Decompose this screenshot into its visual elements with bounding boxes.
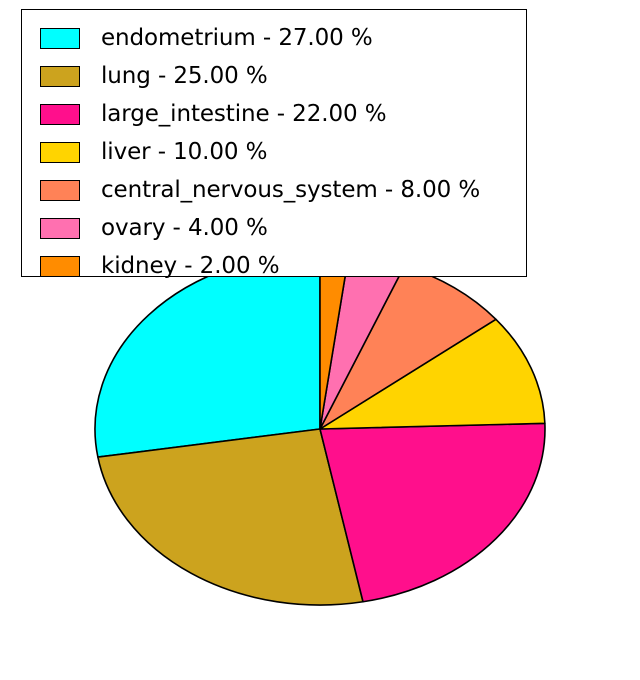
legend-swatch-endometrium xyxy=(40,27,80,49)
legend-item-ovary[interactable]: ovary - 4.00 % xyxy=(22,209,526,247)
legend-label-large-intestine: large_intestine - 22.00 % xyxy=(101,100,387,127)
pie-slice-lung[interactable] xyxy=(97,428,364,606)
legend-label-lung: lung - 25.00 % xyxy=(101,62,268,89)
legend-swatch-large-intestine xyxy=(40,103,80,125)
legend-label-endometrium: endometrium - 27.00 % xyxy=(101,24,373,51)
pie-slice-large-intestine[interactable] xyxy=(319,422,546,603)
legend-item-lung[interactable]: lung - 25.00 % xyxy=(22,57,526,95)
legend-swatch-central-nervous-system xyxy=(40,179,80,201)
legend-label-ovary: ovary - 4.00 % xyxy=(101,214,268,241)
legend-swatch-lung xyxy=(40,65,80,87)
legend-item-central-nervous-system[interactable]: central_nervous_system - 8.00 % xyxy=(22,171,526,209)
pie-slice-liver[interactable] xyxy=(319,318,546,430)
legend-item-endometrium[interactable]: endometrium - 27.00 % xyxy=(22,19,526,57)
legend-swatch-liver xyxy=(40,141,80,163)
legend-label-liver: liver - 10.00 % xyxy=(101,138,268,165)
legend-label-kidney: kidney - 2.00 % xyxy=(101,252,280,279)
legend-item-large-intestine[interactable]: large_intestine - 22.00 % xyxy=(22,95,526,133)
legend-list: endometrium - 27.00 % lung - 25.00 % lar… xyxy=(22,10,526,285)
legend-swatch-kidney xyxy=(40,255,80,277)
legend-label-central-nervous-system: central_nervous_system - 8.00 % xyxy=(101,176,481,203)
legend-item-liver[interactable]: liver - 10.00 % xyxy=(22,133,526,171)
legend-box: endometrium - 27.00 % lung - 25.00 % lar… xyxy=(21,9,527,277)
legend-swatch-ovary xyxy=(40,217,80,239)
legend-item-kidney[interactable]: kidney - 2.00 % xyxy=(22,247,526,285)
pie-wedge-group xyxy=(94,252,546,606)
